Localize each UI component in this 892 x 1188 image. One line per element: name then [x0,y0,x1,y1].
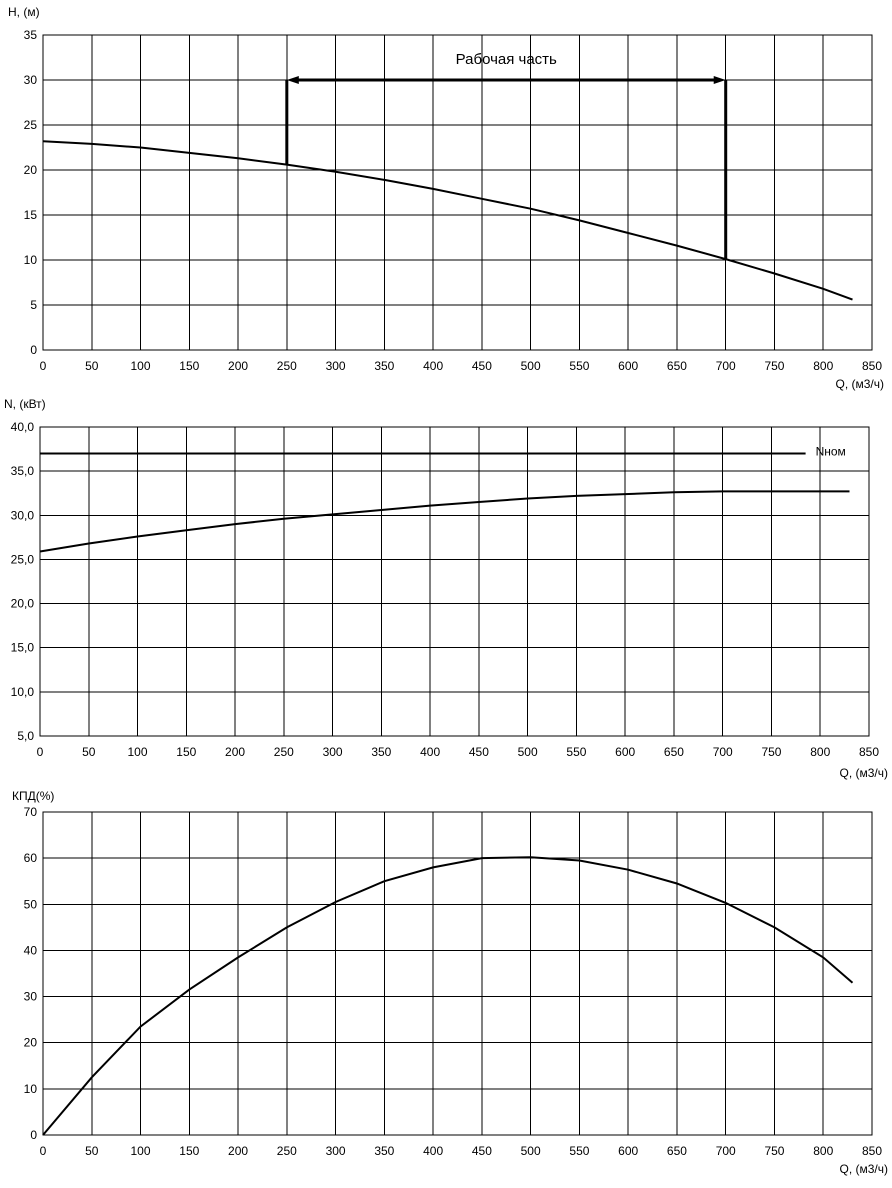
y-tick-label: 50 [24,897,38,911]
x-tick-label: 450 [472,1144,492,1158]
x-tick-label: 650 [667,359,687,373]
x-axis-label: Q, (м3/ч) [835,377,884,391]
x-tick-label: 750 [761,745,781,759]
plot-area-frame [39,426,870,737]
y-tick-label: 20,0 [11,597,35,611]
y-tick-label: 20 [24,163,38,177]
working-range-label: Рабочая часть [456,51,557,68]
x-tick-label: 200 [228,1144,248,1158]
x-tick-label: 150 [176,745,196,759]
y-tick-label: 25 [24,118,38,132]
x-tick-label: 550 [569,359,589,373]
x-tick-label: 650 [664,745,684,759]
y-tick-label: 30 [24,73,38,87]
x-tick-label: 300 [326,1144,346,1158]
x-tick-label: 650 [667,1144,687,1158]
x-tick-label: 450 [472,359,492,373]
x-tick-label: 600 [618,1144,638,1158]
x-axis-label: Q, (м3/ч) [839,766,888,780]
y-axis-label: H, (м) [8,5,40,19]
x-tick-label: 500 [521,359,541,373]
x-tick-label: 700 [716,1144,736,1158]
x-tick-label: 400 [423,359,443,373]
x-tick-label: 500 [518,745,538,759]
y-tick-label: 20 [24,1036,38,1050]
x-tick-label: 850 [862,1144,882,1158]
x-tick-label: 300 [326,359,346,373]
chart-1: 0 50 100 150 200 250 300 350 400 450 500 550 600 650 7… [8,5,884,391]
x-tick-label: 800 [813,1144,833,1158]
x-tick-label: 600 [615,745,635,759]
y-tick-label: 10,0 [11,685,35,699]
series-line-1 [42,140,853,301]
x-tick-label: 350 [374,359,394,373]
arrow-head-left-icon [286,76,299,84]
x-tick-label: 450 [469,745,489,759]
x-tick-label: 200 [225,745,245,759]
x-tick-label: 850 [862,359,882,373]
x-tick-label: 150 [179,359,199,373]
x-tick-label: 200 [228,359,248,373]
plot-area-frame [42,34,873,351]
x-tick-label: 500 [521,1144,541,1158]
x-tick-label: 750 [764,359,784,373]
x-tick-label: 800 [810,745,830,759]
x-tick-label: 350 [374,1144,394,1158]
x-tick-label: 300 [323,745,343,759]
x-tick-label: 250 [274,745,294,759]
x-tick-label: 750 [764,1144,784,1158]
x-tick-label: 0 [37,745,44,759]
y-tick-label: 10 [24,253,38,267]
x-tick-label: 550 [569,1144,589,1158]
y-tick-label: 60 [24,851,38,865]
arrow-head-right-icon [713,76,726,84]
x-tick-label: 0 [40,359,47,373]
y-tick-label: 0 [30,1128,37,1142]
y-tick-label: 25,0 [11,552,35,566]
x-tick-label: 400 [420,745,440,759]
x-tick-label: 800 [813,359,833,373]
series-line-1 [42,856,854,1136]
y-tick-label: 5 [30,298,37,312]
y-tick-label: 30 [24,990,38,1004]
y-tick-label: 5,0 [17,729,34,743]
y-tick-label: 40,0 [11,420,35,434]
y-tick-label: 70 [24,805,38,819]
x-tick-label: 350 [371,745,391,759]
y-axis-label: N, (кВт) [4,397,46,411]
y-tick-label: 10 [24,1082,38,1096]
y-tick-label: 15,0 [11,641,35,655]
chart-3: 0 50 100 150 200 250 300 350 400 450 500 550 600 650 7… [12,789,888,1176]
series-label: Nном [816,444,846,458]
x-tick-label: 100 [131,1144,151,1158]
y-tick-label: 30,0 [11,508,35,522]
chart-2: 0 50 100 150 200 250 300 350 400 450 500 550 600 650 7… [4,397,888,780]
x-tick-label: 600 [618,359,638,373]
x-tick-label: 700 [716,359,736,373]
x-tick-label: 250 [277,359,297,373]
x-tick-label: 50 [85,1144,99,1158]
y-tick-label: 35,0 [11,464,35,478]
series-line-1 [39,490,850,553]
x-tick-label: 400 [423,1144,443,1158]
x-tick-label: 50 [82,745,96,759]
x-tick-label: 150 [179,1144,199,1158]
y-tick-label: 35 [24,28,38,42]
x-tick-label: 550 [566,745,586,759]
y-tick-label: 15 [24,208,38,222]
x-tick-label: 100 [131,359,151,373]
x-tick-label: 700 [713,745,733,759]
x-tick-label: 850 [859,745,879,759]
plot-area-frame [42,811,873,1136]
x-tick-label: 50 [85,359,99,373]
x-tick-label: 0 [40,1144,47,1158]
x-axis-label: Q, (м3/ч) [839,1162,888,1176]
x-tick-label: 250 [277,1144,297,1158]
y-tick-label: 0 [30,343,37,357]
x-tick-label: 100 [128,745,148,759]
y-tick-label: 40 [24,943,38,957]
y-axis-label: КПД(%) [12,789,54,803]
